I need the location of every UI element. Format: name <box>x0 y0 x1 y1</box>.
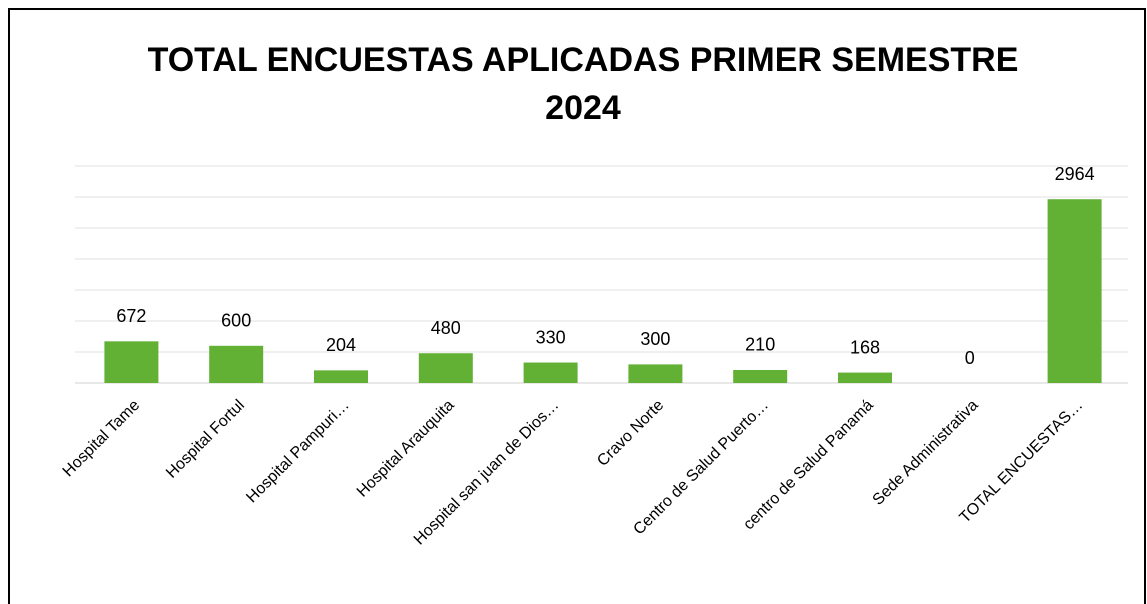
x-tick-label: Sede Administrativa <box>870 397 982 509</box>
bar <box>314 370 368 383</box>
x-tick-label: Hospital Arauquita <box>354 397 458 501</box>
data-label: 168 <box>850 337 880 357</box>
data-label: 300 <box>640 329 670 349</box>
data-label: 672 <box>116 306 146 326</box>
bar <box>418 353 473 383</box>
data-label: 600 <box>221 311 251 331</box>
x-tick-label: TOTAL ENCUESTAS… <box>957 397 1087 527</box>
data-label: 210 <box>745 335 775 355</box>
data-label: 0 <box>965 348 975 368</box>
x-tick-label: Hospital Fortul <box>163 397 248 482</box>
data-label: 2964 <box>1055 164 1095 184</box>
bar <box>1047 199 1102 383</box>
data-label: 330 <box>536 327 566 347</box>
data-label: 480 <box>431 318 461 338</box>
x-tick-label: Hospital Pampuri… <box>243 397 352 506</box>
bar <box>838 372 892 383</box>
bar <box>628 364 683 383</box>
bar <box>104 341 159 383</box>
chart-title: TOTAL ENCUESTAS APLICADAS PRIMER SEMESTR… <box>147 41 1019 127</box>
bar <box>209 345 264 383</box>
frame <box>8 8 1146 604</box>
x-tick-label: Cravo Norte <box>594 397 667 470</box>
bar <box>733 369 788 383</box>
bar <box>523 362 578 383</box>
data-label: 204 <box>326 335 356 355</box>
x-tick-label: Hospital Tame <box>60 397 144 481</box>
